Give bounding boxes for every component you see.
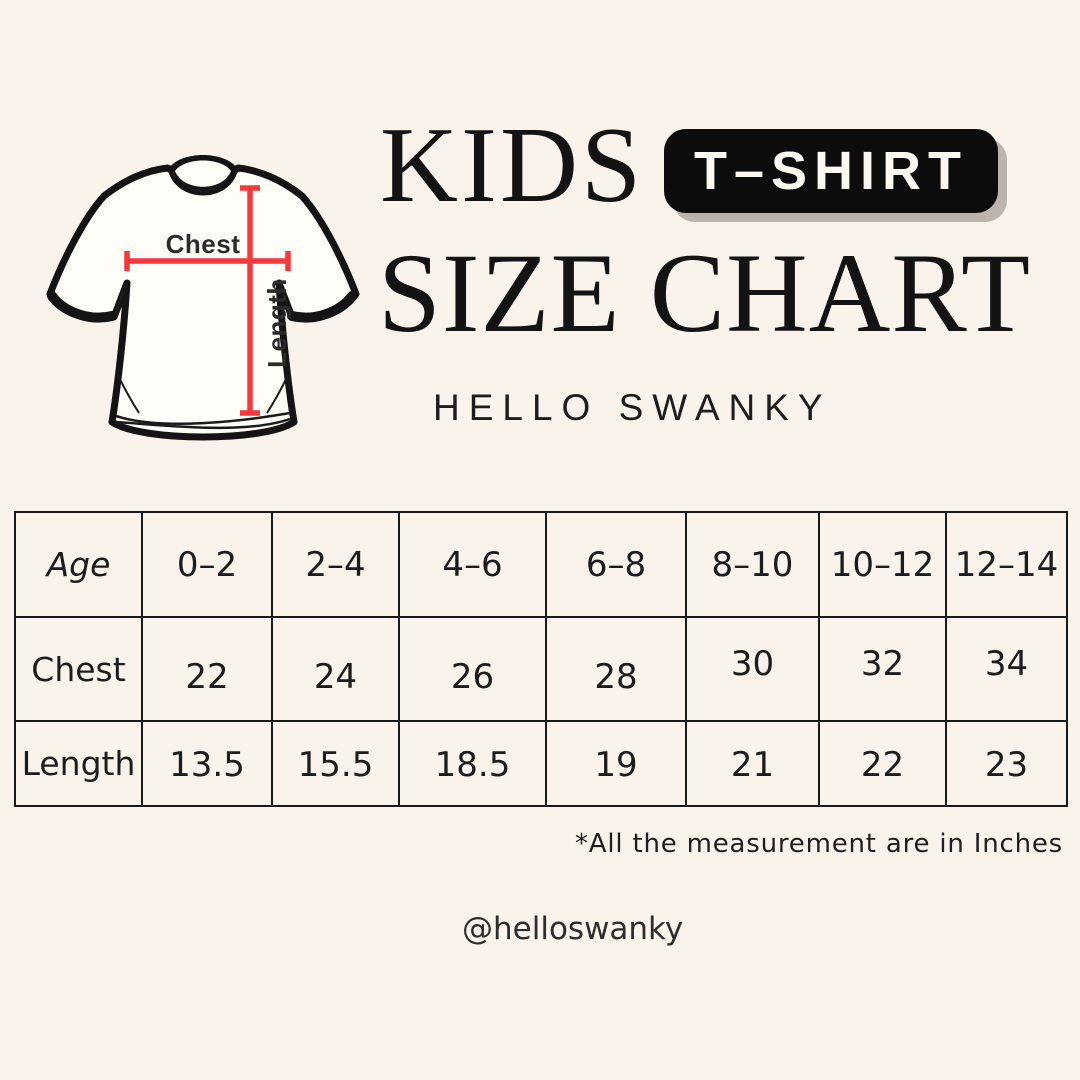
tshirt-svg: Chest Length (46, 155, 360, 441)
measurement-value-cell: 24 (271, 616, 400, 722)
kids-title: KIDS (380, 106, 645, 225)
table-row-length: Length 13.5 15.5 18.5 19 21 22 23 (14, 720, 1068, 807)
hem-stitch-line (115, 411, 291, 425)
fold-line (117, 374, 140, 414)
brand-name: HELLO SWANKY (433, 387, 832, 428)
measurement-value-cell: 32 (818, 616, 947, 722)
measurement-value-cell: 13.5 (141, 720, 273, 807)
age-range-cell: 2–4 (271, 511, 400, 618)
age-range-cell: 10–12 (818, 511, 947, 618)
measurement-value-cell: 34 (945, 616, 1068, 722)
chest-label: Chest (166, 229, 241, 259)
table-row-chest: Chest 22 24 26 28 30 32 34 (14, 616, 1068, 722)
hem-stitch-line (115, 417, 291, 430)
age-range-cell: 8–10 (685, 511, 820, 618)
table-row-age: Age 0–2 2–4 4–6 6–8 8–10 10–12 12–14 (14, 511, 1068, 618)
measurement-value-cell: 28 (545, 616, 687, 722)
measurement-value-cell: 15.5 (271, 720, 400, 807)
measurement-value-cell: 23 (945, 720, 1068, 807)
collar-stitch-line (176, 175, 230, 192)
measurement-value-cell: 19 (545, 720, 687, 807)
age-range-cell: 4–6 (398, 511, 547, 618)
measurement-value-cell: 26 (398, 616, 547, 722)
tshirt-badge: T–SHIRT (664, 129, 999, 213)
age-range-cell: 0–2 (141, 511, 273, 618)
length-label: Length (262, 278, 292, 368)
fold-line (266, 374, 289, 414)
tshirt-badge-label: T–SHIRT (694, 141, 969, 201)
age-range-cell: 6–8 (545, 511, 687, 618)
age-header-cell: Age (14, 511, 143, 618)
row-label-cell: Chest (14, 616, 143, 722)
collar-opening (175, 160, 231, 187)
row-label-cell: Length (14, 720, 143, 807)
tshirt-illustration: Chest Length (42, 150, 362, 452)
measurement-value-cell: 22 (141, 616, 273, 722)
measurement-value-cell: 22 (818, 720, 947, 807)
measurement-value-cell: 30 (685, 616, 820, 722)
measurement-value-cell: 21 (685, 720, 820, 807)
measurement-note: *All the measurement are in Inches (574, 829, 1063, 859)
social-handle: @helloswanky (462, 911, 684, 947)
tshirt-outline (46, 164, 360, 441)
right-cuff-trim (287, 291, 357, 323)
measurement-value-cell: 18.5 (398, 720, 547, 807)
left-cuff-trim (47, 291, 117, 323)
age-range-cell: 12–14 (945, 511, 1068, 618)
size-table: Age 0–2 2–4 4–6 6–8 8–10 10–12 12–14 Chest 22 24 26… (14, 511, 1068, 807)
size-chart-title: SIZE CHART (378, 231, 1031, 356)
